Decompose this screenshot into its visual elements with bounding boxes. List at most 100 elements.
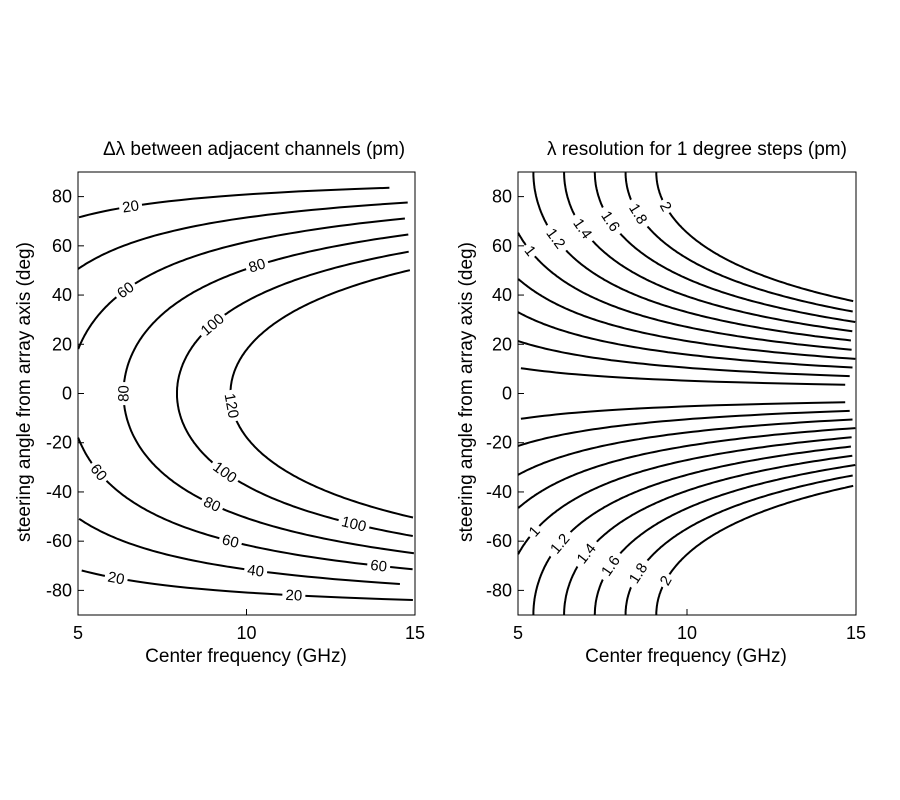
contour-label: 120 xyxy=(221,392,242,420)
y-tick-label: -60 xyxy=(46,531,72,551)
contour-line-120 xyxy=(229,269,414,519)
contour-label-backdrop xyxy=(366,555,392,577)
y-tick-label: 40 xyxy=(492,285,512,305)
contour-label: 60 xyxy=(87,461,111,485)
y-tick-label: -60 xyxy=(486,531,512,551)
contour-label-backdrop xyxy=(243,253,271,278)
y-tick-label: -80 xyxy=(486,580,512,600)
y-tick-label: -40 xyxy=(46,482,72,502)
x-tick-label: 15 xyxy=(405,623,425,643)
contour-label-backdrop xyxy=(117,195,144,218)
contour-line-0.8-lower xyxy=(517,427,856,509)
right-contour-labels: 1 1.2 1.4 1.6 1.8 21 1.2 1.41.6 1.8 2 xyxy=(518,195,678,592)
x-tick-label: 10 xyxy=(677,623,697,643)
contour-label-backdrop xyxy=(622,555,655,592)
left-chart-title: Δλ between adjacent channels (pm) xyxy=(103,139,405,160)
contour-label: 80 xyxy=(115,385,132,402)
contour-label: 20 xyxy=(285,587,303,605)
contour-line-1.6-upper xyxy=(593,172,856,323)
y-tick-label: 20 xyxy=(492,334,512,354)
contour-label: 20 xyxy=(106,569,126,589)
y-tick-label: -80 xyxy=(46,580,72,600)
contour-line-0.2-upper xyxy=(520,367,846,386)
contour-line-1.6-lower xyxy=(593,464,856,615)
y-tick-label: -20 xyxy=(46,433,72,453)
contour-line-2-lower xyxy=(655,484,854,615)
contour-label-backdrop xyxy=(110,276,141,305)
y-tick-label: 60 xyxy=(52,236,72,256)
right-x-axis-label: Center frequency (GHz) xyxy=(585,646,787,667)
contour-label: 60 xyxy=(220,531,240,552)
contour-line-1.4-lower xyxy=(563,454,853,615)
contour-label: 60 xyxy=(369,557,387,576)
contour-label-backdrop xyxy=(194,307,231,342)
y-tick-label: 0 xyxy=(502,384,512,404)
left-x-axis-label: Center frequency (GHz) xyxy=(145,646,347,667)
contour-line-0.2-lower xyxy=(520,401,846,420)
y-tick-label: 80 xyxy=(492,187,512,207)
y-tick-label: -40 xyxy=(486,482,512,502)
contour-label: 80 xyxy=(247,255,268,276)
contour-label-backdrop xyxy=(539,220,573,257)
contour-label-backdrop xyxy=(622,195,655,232)
contour-line-1.4-upper xyxy=(563,172,853,333)
x-tick-label: 10 xyxy=(236,623,256,643)
contour-label-backdrop xyxy=(219,388,244,423)
contour-label-backdrop xyxy=(594,203,627,240)
contour-line-1.8-lower xyxy=(624,474,853,615)
x-tick-label: 15 xyxy=(846,623,866,643)
contour-label: 100 xyxy=(340,513,368,535)
contour-line-40 xyxy=(77,201,408,585)
y-tick-label: 0 xyxy=(62,384,72,404)
left-y-axis-label: steering angle from array axis (deg) xyxy=(14,242,35,542)
contour-label-backdrop xyxy=(217,529,244,553)
contour-label-backdrop xyxy=(569,535,604,572)
contour-label: 80 xyxy=(201,493,223,516)
contour-line-0.4-lower xyxy=(517,409,850,447)
contour-line-0.4-upper xyxy=(517,340,850,378)
x-tick-label: 5 xyxy=(73,623,83,643)
y-tick-label: 60 xyxy=(492,236,512,256)
contour-label: 60 xyxy=(114,279,137,303)
contour-line-0.6-lower xyxy=(517,418,853,476)
left-plot-frame xyxy=(77,171,416,616)
contour-line-2-upper xyxy=(655,172,854,303)
right-y-axis-label: steering angle from array axis (deg) xyxy=(456,242,477,542)
contour-line-1.2-upper xyxy=(532,172,852,342)
contour-label-backdrop xyxy=(103,567,130,590)
contour-line-100 xyxy=(176,250,413,537)
contour-label-backdrop xyxy=(336,511,372,537)
contour-label: 20 xyxy=(121,197,140,216)
right-plot-frame xyxy=(517,171,857,616)
contour-line-0.6-upper xyxy=(517,311,853,369)
contour-label-backdrop xyxy=(542,525,577,562)
contour-label-backdrop xyxy=(654,569,678,592)
contour-label-backdrop xyxy=(522,519,546,543)
contour-label-backdrop xyxy=(654,195,678,218)
contour-label-backdrop xyxy=(518,239,542,263)
left-ticks: 5 10 15 80 60 40 20 0 -20 -40 -60 -80 xyxy=(46,187,425,643)
contour-label-backdrop xyxy=(114,381,133,406)
right-contours xyxy=(517,172,856,615)
y-tick-label: 80 xyxy=(52,187,72,207)
contour-label-backdrop xyxy=(84,457,114,487)
contour-label-backdrop xyxy=(566,210,600,247)
y-tick-label: 40 xyxy=(52,285,72,305)
right-chart-title: λ resolution for 1 degree steps (pm) xyxy=(547,139,847,160)
contour-label: 40 xyxy=(246,562,265,581)
right-contour-panel: λ resolution for 1 degree steps (pm) Cen… xyxy=(456,139,866,667)
x-tick-label: 5 xyxy=(513,623,523,643)
right-ticks: 5 10 15 80 60 40 20 0 -20 -40 -60 -80 xyxy=(486,187,866,643)
contour-line-1.2-lower xyxy=(532,445,852,615)
contour-label-backdrop xyxy=(594,547,627,584)
left-contour-panel: Δλ between adjacent channels (pm) Center… xyxy=(14,139,425,667)
contour-line-0.8-upper xyxy=(517,278,856,360)
y-tick-label: -20 xyxy=(486,433,512,453)
contour-label-backdrop xyxy=(243,560,269,582)
contour-label-backdrop xyxy=(206,455,243,489)
y-tick-label: 20 xyxy=(52,334,72,354)
contour-line-1.8-upper xyxy=(624,172,853,313)
contour-label-backdrop xyxy=(197,491,227,518)
